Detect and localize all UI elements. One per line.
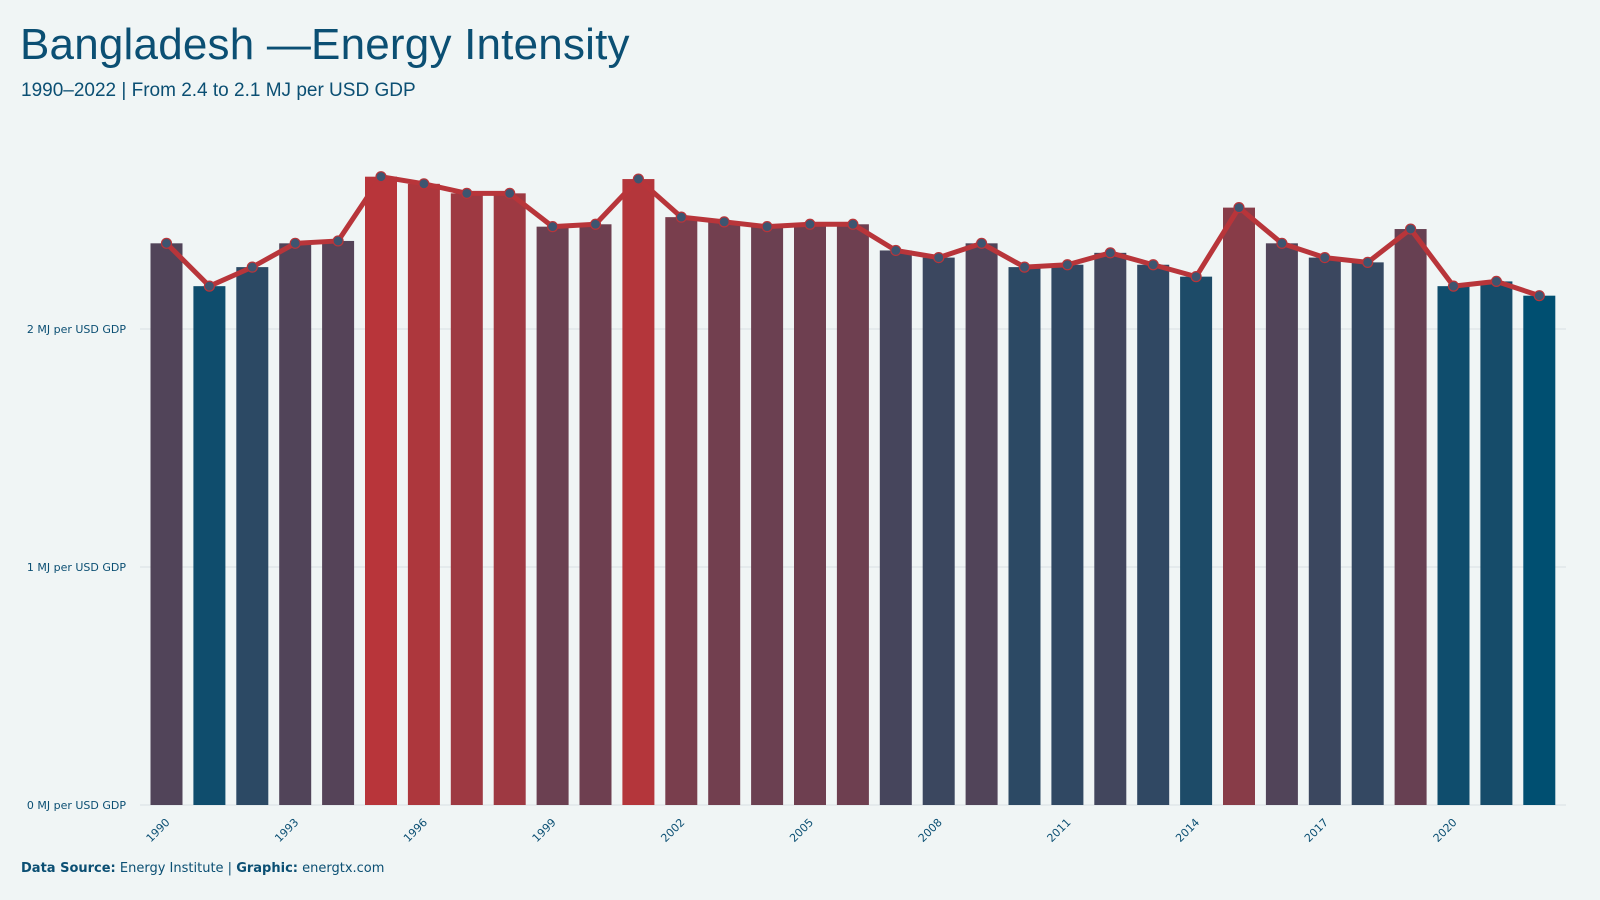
point-2013 xyxy=(1147,259,1159,271)
x-tick-label: 2002 xyxy=(658,816,687,845)
chart-subtitle: 1990–2022 | From 2.4 to 2.1 MJ per USD G… xyxy=(21,80,416,101)
point-2011 xyxy=(1061,259,1074,271)
point-1994 xyxy=(332,235,344,247)
point-2007 xyxy=(890,244,902,257)
chart-title: Bangladesh —Energy Intensity xyxy=(20,20,630,69)
point-2022 xyxy=(1533,290,1545,302)
graphic-value[interactable]: energtx.com xyxy=(302,861,385,876)
point-1993 xyxy=(289,237,301,249)
point-2014 xyxy=(1190,271,1202,283)
bar-1991 xyxy=(193,286,226,805)
x-tick-label: 1993 xyxy=(272,816,301,845)
point-1992 xyxy=(246,261,258,273)
point-2003 xyxy=(718,216,730,228)
source-label: Data Source: xyxy=(21,861,116,876)
point-1996 xyxy=(418,178,430,190)
bar-2004 xyxy=(751,226,784,805)
point-2010 xyxy=(1018,261,1031,273)
footer: Data Source: Energy Institute | Graphic:… xyxy=(21,861,384,876)
x-tick-label: 1999 xyxy=(530,816,559,845)
point-2020 xyxy=(1447,280,1460,292)
point-2002 xyxy=(675,211,687,223)
point-2018 xyxy=(1362,256,1374,268)
x-tick-label: 2014 xyxy=(1173,816,1202,845)
point-2021 xyxy=(1490,275,1503,287)
bar-2001 xyxy=(622,179,655,805)
bar-2008 xyxy=(922,257,955,806)
point-2004 xyxy=(761,221,773,233)
point-2008 xyxy=(933,252,945,264)
bar-2022 xyxy=(1523,295,1556,805)
x-tick-label: 2008 xyxy=(916,816,945,845)
x-tick-label: 2020 xyxy=(1431,816,1460,845)
point-2006 xyxy=(847,218,859,230)
bar-2005 xyxy=(794,224,826,805)
y-tick-label: 1 MJ per USD GDP xyxy=(27,561,126,574)
bar-1992 xyxy=(236,267,269,805)
bar-1993 xyxy=(279,243,312,805)
bar-2017 xyxy=(1308,257,1341,806)
bar-1994 xyxy=(322,240,355,805)
point-2016 xyxy=(1276,237,1288,249)
bar-2002 xyxy=(665,217,698,805)
y-tick-label: 0 MJ per USD GDP xyxy=(27,799,126,812)
bar-1990 xyxy=(150,243,183,805)
bar-1998 xyxy=(493,193,526,806)
bar-2000 xyxy=(579,224,612,805)
point-2000 xyxy=(589,218,602,230)
x-tick-label: 2005 xyxy=(787,816,816,845)
bar-2006 xyxy=(836,224,869,805)
bar-2021 xyxy=(1480,281,1513,805)
bar-2010 xyxy=(1008,267,1041,805)
bar-2018 xyxy=(1351,262,1384,805)
bar-2020 xyxy=(1437,286,1470,805)
bar-2013 xyxy=(1137,264,1170,805)
point-1999 xyxy=(546,221,559,233)
bar-1997 xyxy=(450,193,483,806)
point-1990 xyxy=(160,237,173,249)
point-1991 xyxy=(203,280,215,292)
x-axis: 1990 1993 1996 1999 2002 2005 2008 2011 2014 2017… xyxy=(144,816,1460,845)
bar-2016 xyxy=(1265,243,1298,805)
point-2015 xyxy=(1233,202,1245,214)
y-tick-label: 2 MJ per USD GDP xyxy=(27,323,126,336)
graphic-label: Graphic: xyxy=(236,861,298,876)
y-axis: 0 MJ per USD GDP 1 MJ per USD GDP 2 MJ per… xyxy=(27,323,126,812)
bar-2007 xyxy=(879,250,912,805)
marker-layer xyxy=(160,171,1545,302)
point-2005 xyxy=(804,218,816,230)
point-2009 xyxy=(975,237,988,249)
point-2017 xyxy=(1319,252,1331,264)
bar-2003 xyxy=(708,221,741,805)
point-1997 xyxy=(461,187,473,199)
point-2001 xyxy=(632,173,645,185)
x-tick-label: 2011 xyxy=(1045,816,1074,845)
bar-2009 xyxy=(965,243,998,805)
x-tick-label: 2017 xyxy=(1302,816,1331,845)
x-tick-label: 1990 xyxy=(144,816,173,845)
bar-2011 xyxy=(1051,264,1084,805)
bar-2019 xyxy=(1394,229,1427,806)
source-value: Energy Institute | xyxy=(119,861,233,876)
bar-1996 xyxy=(407,183,440,805)
bar-layer xyxy=(150,176,1556,806)
x-tick-label: 1996 xyxy=(401,816,430,845)
bar-2012 xyxy=(1094,252,1127,806)
point-1998 xyxy=(504,187,516,199)
bar-1995 xyxy=(365,176,397,805)
bar-1999 xyxy=(536,226,569,805)
point-2019 xyxy=(1404,223,1417,235)
point-1995 xyxy=(375,171,387,183)
bar-2014 xyxy=(1180,276,1213,805)
bar-2015 xyxy=(1223,207,1255,805)
point-2012 xyxy=(1104,247,1116,259)
